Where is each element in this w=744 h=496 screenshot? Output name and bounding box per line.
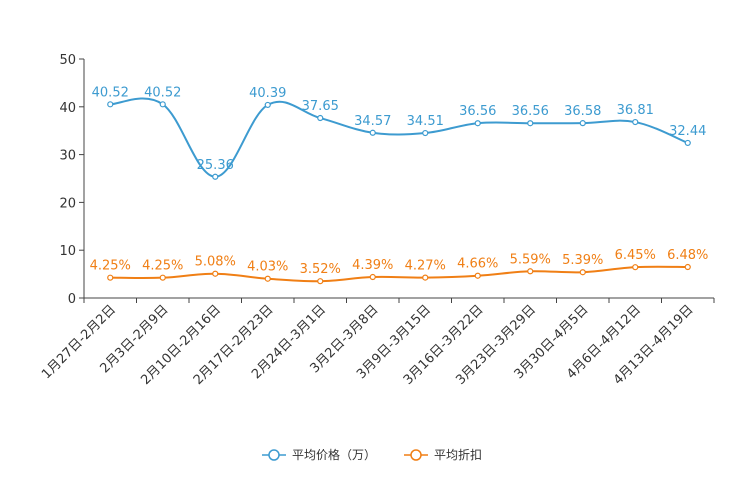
y-tick-label: 20 bbox=[59, 196, 76, 211]
data-label-0: 36.58 bbox=[564, 104, 601, 119]
series-layer: 40.52 40.52 25.36 40.39 37.65 34.57 34.51 36.56… bbox=[90, 85, 708, 285]
data-point-1 bbox=[159, 274, 166, 281]
data-label-1: 5.08% bbox=[195, 255, 236, 270]
data-label-1: 4.25% bbox=[142, 259, 183, 274]
data-label-0: 36.56 bbox=[459, 104, 496, 119]
data-point-1 bbox=[527, 268, 534, 275]
legend-label-0: 平均价格（万） bbox=[292, 447, 376, 462]
data-label-1: 4.03% bbox=[247, 260, 288, 275]
data-label-1: 4.66% bbox=[457, 257, 498, 272]
data-point-1 bbox=[579, 269, 586, 276]
data-point-0 bbox=[684, 139, 691, 147]
data-point-1 bbox=[474, 272, 481, 279]
data-point-0 bbox=[632, 118, 639, 126]
legend-marker-1 bbox=[410, 449, 422, 461]
legend: 平均价格（万） 平均折扣 bbox=[262, 447, 482, 462]
data-label-0: 36.81 bbox=[617, 103, 654, 118]
data-label-0: 34.51 bbox=[407, 114, 444, 129]
data-point-1 bbox=[264, 275, 271, 282]
data-label-1: 3.52% bbox=[300, 262, 341, 277]
data-label-0: 34.57 bbox=[354, 114, 391, 129]
data-label-1: 6.45% bbox=[615, 248, 656, 263]
data-label-1: 5.39% bbox=[562, 253, 603, 268]
data-point-0 bbox=[474, 120, 481, 127]
legend-marker-0 bbox=[268, 449, 280, 461]
y-tick-label: 50 bbox=[59, 53, 76, 68]
data-label-0: 32.44 bbox=[669, 124, 706, 139]
data-point-1 bbox=[422, 274, 429, 281]
data-label-1: 6.48% bbox=[667, 248, 708, 263]
data-point-0 bbox=[527, 120, 534, 127]
data-point-0 bbox=[317, 114, 324, 122]
data-label-0: 37.65 bbox=[302, 99, 339, 114]
y-tick-label: 30 bbox=[59, 149, 76, 164]
data-label-1: 4.27% bbox=[405, 259, 446, 274]
data-label-1: 4.39% bbox=[352, 258, 393, 273]
data-point-1 bbox=[212, 270, 219, 277]
data-point-1 bbox=[317, 278, 324, 285]
legend-label-1: 平均折扣 bbox=[434, 447, 482, 462]
data-label-0: 36.56 bbox=[512, 104, 549, 119]
y-tick-label: 10 bbox=[59, 244, 76, 259]
data-point-0 bbox=[159, 101, 166, 108]
data-point-1 bbox=[632, 264, 639, 271]
y-tick-label: 40 bbox=[59, 101, 76, 116]
data-point-0 bbox=[212, 173, 219, 180]
data-point-1 bbox=[684, 263, 691, 271]
data-point-0 bbox=[264, 101, 271, 109]
data-label-1: 5.59% bbox=[510, 252, 551, 267]
data-label-0: 40.39 bbox=[249, 86, 286, 101]
data-point-1 bbox=[369, 273, 376, 281]
data-point-0 bbox=[369, 129, 376, 136]
data-label-0: 25.36 bbox=[197, 158, 234, 173]
data-point-0 bbox=[422, 129, 429, 137]
series-line-1 bbox=[110, 265, 688, 283]
data-label-0: 40.52 bbox=[92, 85, 129, 100]
data-point-0 bbox=[107, 101, 114, 108]
axes: 010203040501月27日-2月2日2月3日-2月9日2月10日-2月16… bbox=[39, 53, 715, 388]
data-label-0: 40.52 bbox=[144, 85, 181, 100]
data-point-0 bbox=[579, 120, 586, 127]
data-point-1 bbox=[107, 274, 114, 281]
data-label-1: 4.25% bbox=[90, 259, 131, 274]
y-tick-label: 0 bbox=[68, 292, 76, 307]
